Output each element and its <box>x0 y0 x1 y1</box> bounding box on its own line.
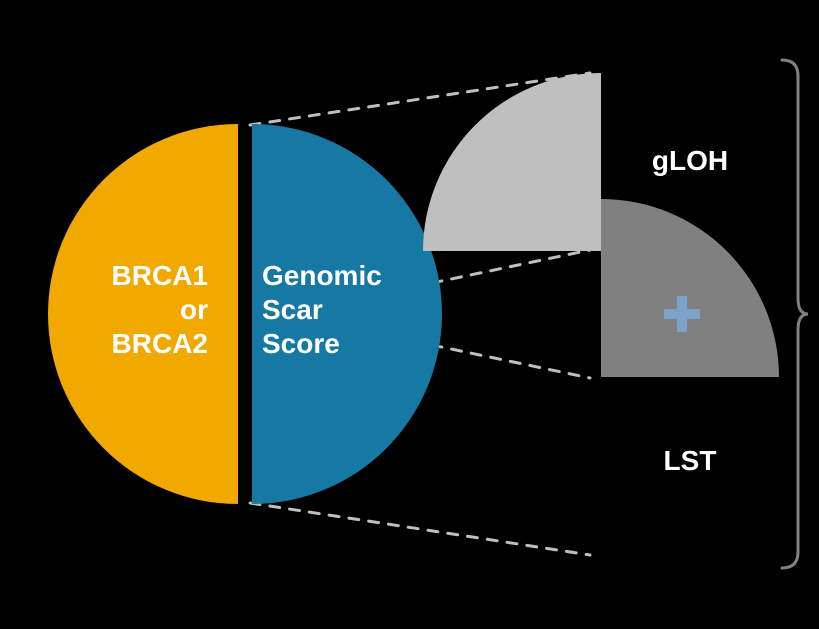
brca-label-line: BRCA1 <box>112 260 208 291</box>
brca-label-line: or <box>180 294 208 325</box>
genomic-label-line: Genomic <box>262 260 382 291</box>
genomic-label-line: Score <box>262 328 340 359</box>
wedge-gloh-label: gLOH <box>652 145 728 176</box>
wedge-lst-label: LST <box>664 445 717 476</box>
genomic-label-line: Scar <box>262 294 323 325</box>
plus-icon <box>664 309 700 319</box>
brca-label-line: BRCA2 <box>112 328 208 359</box>
